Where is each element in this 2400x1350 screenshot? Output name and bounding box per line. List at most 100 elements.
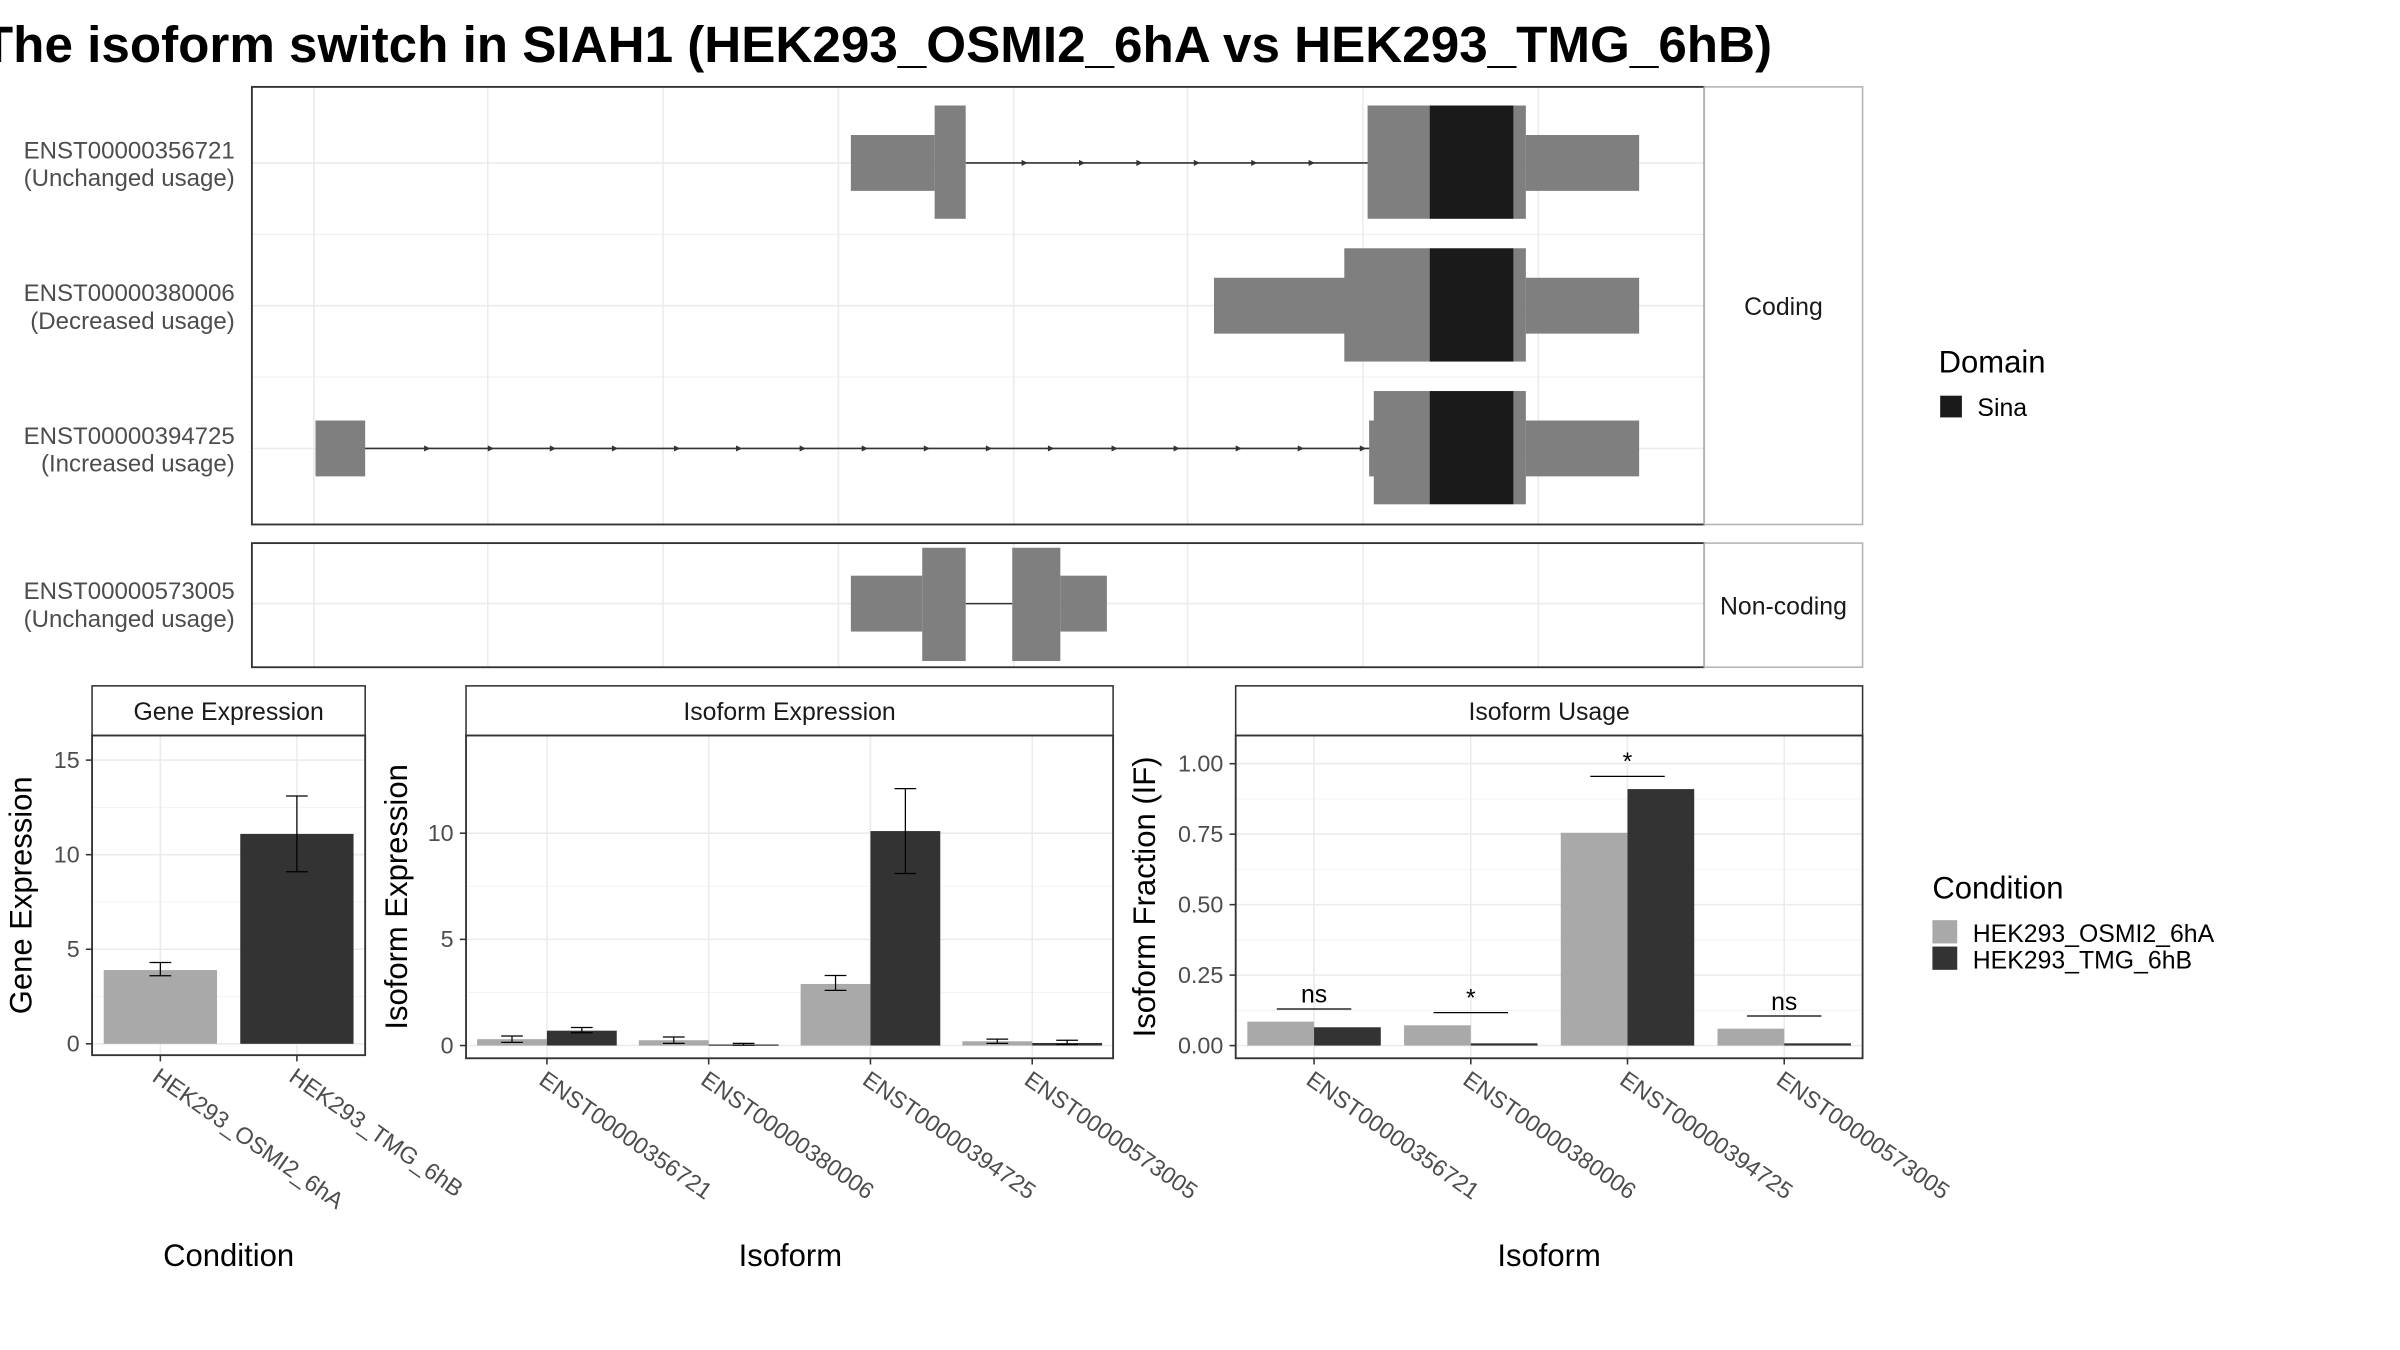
utr-exon xyxy=(1525,135,1640,191)
plot-area xyxy=(466,735,1114,1059)
panel-title: Isoform Expression xyxy=(683,699,895,726)
y-tick-label: 5 xyxy=(441,926,454,952)
bar xyxy=(1784,1043,1851,1046)
transcript-structure xyxy=(850,105,1640,219)
bar xyxy=(1470,1043,1538,1046)
coding-exon xyxy=(1513,248,1526,362)
domain-legend-swatch xyxy=(1940,395,1962,418)
panel-title-strip xyxy=(91,685,366,737)
transcript-labels: ENST00000356721 (Unchanged usage) ENST00… xyxy=(24,137,235,633)
domain-legend: Domain Sina xyxy=(1939,344,2046,421)
transcript-structure xyxy=(850,547,1107,662)
y-tick-label: 0.50 xyxy=(1178,891,1223,917)
sina-domain xyxy=(1429,248,1514,362)
significance-label: ns xyxy=(1301,982,1327,1009)
utr-exon xyxy=(850,575,923,632)
x-axis-title: Condition xyxy=(163,1238,294,1273)
bar xyxy=(546,1030,617,1046)
y-tick-label: 0.00 xyxy=(1178,1032,1223,1058)
transcript-id-label: ENST00000573005 xyxy=(24,578,235,605)
x-axis-title: Isoform xyxy=(739,1238,842,1273)
coding-exon xyxy=(1367,105,1430,219)
y-tick-label: 5 xyxy=(67,936,80,962)
condition-legend: Condition HEK293_OSMI2_6hA HEK293_TMG_6h… xyxy=(1932,870,2215,974)
y-axis-title: Isoform Fraction (IF) xyxy=(1127,756,1162,1037)
x-tick-label: ENST00000380006 xyxy=(697,1066,879,1205)
y-tick-label: 1.00 xyxy=(1178,750,1223,776)
utr-exon xyxy=(850,135,935,191)
condition-legend-title: Condition xyxy=(1932,870,2063,905)
y-tick-label: 15 xyxy=(54,747,80,773)
utr-exon xyxy=(1213,277,1346,334)
x-tick-label: ENST00000394725 xyxy=(858,1066,1040,1205)
y-tick-label: 0 xyxy=(67,1031,80,1057)
bar xyxy=(1314,1027,1381,1046)
bar xyxy=(1247,1021,1315,1046)
isoform-usage-panel: Isoform Usage ns * * ns 0.00 0.25 0.50 0.75 1.00 E… xyxy=(1127,685,1954,1273)
noncoding-strip xyxy=(1703,542,1864,669)
intron-direction-arrows xyxy=(1021,159,1315,167)
utr-exon xyxy=(1525,277,1640,334)
condition-legend-label-a: HEK293_OSMI2_6hA xyxy=(1973,921,2215,948)
sina-domain xyxy=(1429,105,1514,219)
y-tick-label: 0 xyxy=(441,1032,454,1058)
transcript-id-label: ENST00000380006 xyxy=(24,280,235,307)
significance-label: * xyxy=(1466,985,1476,1012)
transcript-id-label: ENST00000394725 xyxy=(24,423,235,450)
panel-border xyxy=(1234,734,1864,1060)
isoform-expression-panel: Isoform Expression0510ENST00000356721ENS… xyxy=(379,685,1202,1273)
bar xyxy=(1717,1028,1785,1046)
y-tick-label: 0.75 xyxy=(1178,821,1223,847)
y-tick-label: 10 xyxy=(428,820,454,846)
panel-title: Isoform Usage xyxy=(1468,699,1629,726)
coding-strip xyxy=(1703,86,1864,526)
figure-title: The isoform switch in SIAH1 (HEK293_OSMI… xyxy=(0,16,1772,73)
panel-title-strip xyxy=(1234,685,1864,737)
y-tick-label: 10 xyxy=(54,841,80,867)
x-tick-label: ENST00000380006 xyxy=(1459,1066,1641,1205)
noncoding-facet: Non-coding xyxy=(250,542,1864,669)
transcript-usage-label: (Increased usage) xyxy=(41,451,235,478)
coding-exon xyxy=(934,105,966,219)
bar xyxy=(103,970,217,1044)
condition-legend-swatch-b xyxy=(1932,946,1958,970)
y-axis-title: Gene Expression xyxy=(4,776,39,1014)
condition-legend-label-b: HEK293_TMG_6hB xyxy=(1973,947,2192,974)
utr-exon xyxy=(1525,420,1640,477)
intron-direction-arrows xyxy=(424,445,1367,452)
transcript-usage-label: (Unchanged usage) xyxy=(24,165,235,192)
coding-exon xyxy=(1513,391,1526,505)
x-axis-title: Isoform xyxy=(1497,1238,1600,1273)
x-tick-label: ENST00000356721 xyxy=(1302,1066,1484,1205)
noncoding-strip-label: Non-coding xyxy=(1720,593,1847,620)
x-tick-label: ENST00000573005 xyxy=(1772,1066,1954,1205)
significance-label: * xyxy=(1623,749,1633,776)
panel-title-strip xyxy=(465,685,1114,737)
x-tick-label: ENST00000573005 xyxy=(1020,1066,1202,1205)
domain-legend-label: Sina xyxy=(1977,395,2027,422)
noncoding-panel-bg xyxy=(251,543,1705,668)
utr-exon xyxy=(1060,575,1107,632)
bar xyxy=(1404,1025,1471,1046)
coding-exon xyxy=(1373,391,1430,505)
coding-exon xyxy=(1513,105,1526,219)
transcript-usage-label: (Decreased usage) xyxy=(30,308,235,335)
panel-border xyxy=(465,734,1115,1060)
panel-border xyxy=(91,734,367,1057)
x-tick-label: ENST00000394725 xyxy=(1615,1066,1797,1205)
noncoding-exon xyxy=(1012,547,1061,662)
y-tick-label: 0.25 xyxy=(1178,962,1223,988)
utr-exon xyxy=(1369,420,1376,477)
transcript-structure xyxy=(315,391,1640,505)
domain-legend-title: Domain xyxy=(1939,344,2046,379)
sina-domain xyxy=(1429,391,1514,505)
transcript-id-label: ENST00000356721 xyxy=(24,137,235,164)
transcript-usage-label: (Unchanged usage) xyxy=(24,606,235,633)
bar xyxy=(1560,832,1628,1046)
transcript-structure xyxy=(1213,248,1640,362)
y-axis-title: Isoform Expression xyxy=(379,764,414,1029)
coding-strip-label: Coding xyxy=(1744,294,1823,321)
bar xyxy=(800,983,871,1046)
utr-exon xyxy=(315,420,366,477)
